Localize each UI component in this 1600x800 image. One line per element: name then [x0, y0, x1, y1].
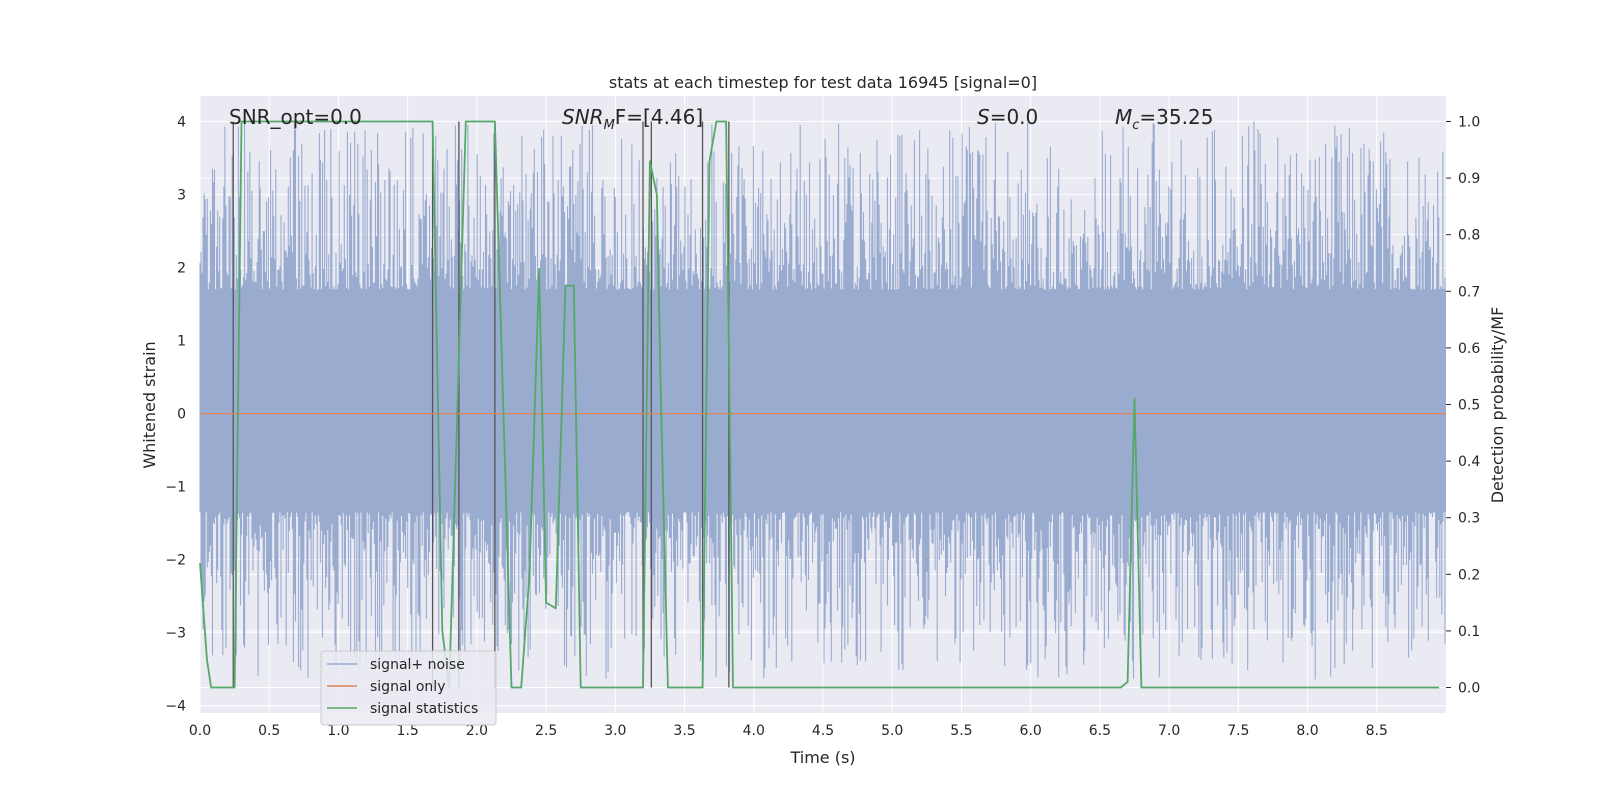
x-tick-label: 3.0	[604, 723, 626, 739]
signal-noise-series	[199, 121, 1446, 680]
x-axis-label: Time (s)	[789, 748, 855, 767]
left-y-tick-label: −4	[165, 699, 186, 715]
right-y-axis-label: Detection probability/MF	[1488, 307, 1507, 504]
x-tick-label: 2.0	[466, 723, 488, 739]
x-tick-label: 2.5	[535, 723, 557, 739]
left-y-tick-label: −2	[165, 553, 186, 569]
right-y-tick-label: 0.6	[1458, 341, 1480, 357]
annotation-s: S=0.0	[977, 105, 1038, 129]
right-y-tick-label: 0.4	[1458, 454, 1480, 470]
chart-title: stats at each timestep for test data 169…	[609, 73, 1037, 92]
right-y-axis-ticks: 1.0 0.9 0.8 0.7 0.6 0.5 0.4 0.3 0.2 0.1 0.0	[1446, 114, 1480, 697]
right-y-tick-label: 0.0	[1458, 681, 1480, 697]
x-tick-label: 5.0	[881, 723, 903, 739]
left-y-tick-label: 2	[177, 261, 186, 277]
x-tick-label: 8.0	[1296, 723, 1318, 739]
x-tick-label: 8.5	[1366, 723, 1388, 739]
left-y-tick-label: −1	[165, 480, 186, 496]
legend: signal+ noise signal only signal statist…	[320, 650, 497, 726]
signal-statistics-line	[199, 120, 1440, 689]
legend-label-noise: signal+ noise	[370, 657, 465, 673]
annotations: SNR_opt=0.0 SNRMF=[4.46] S=0.0 Mc=35.25	[229, 105, 1213, 133]
legend-label-statistics: signal statistics	[370, 701, 478, 717]
x-tick-label: 6.0	[1020, 723, 1042, 739]
x-tick-label: 6.5	[1089, 723, 1111, 739]
legend-label-signal-only: signal only	[370, 679, 445, 695]
left-y-tick-label: 1	[177, 334, 186, 350]
x-axis-ticks: 0.0 0.5 1.0 1.5 2.0 2.5 3.0 3.5 4.0 4.5 5.0 5.5 6.0 6…	[189, 723, 1388, 739]
x-tick-label: 0.5	[258, 723, 280, 739]
x-tick-label: 1.5	[397, 723, 419, 739]
right-y-tick-label: 0.2	[1458, 567, 1480, 583]
x-tick-label: 4.5	[812, 723, 834, 739]
annotation-snr-opt: SNR_opt=0.0	[229, 105, 362, 129]
legend-box	[320, 650, 497, 726]
x-tick-label: 7.0	[1158, 723, 1180, 739]
x-tick-label: 5.5	[950, 723, 972, 739]
noise-core-band	[200, 289, 1446, 513]
right-y-tick-label: 0.1	[1458, 624, 1480, 640]
right-y-tick-label: 1.0	[1458, 114, 1480, 130]
x-tick-label: 0.0	[189, 723, 211, 739]
right-y-tick-label: 0.7	[1458, 284, 1480, 300]
x-tick-label: 4.0	[743, 723, 765, 739]
left-y-axis-ticks: 4 3 2 1 0 −1 −2 −3 −4	[165, 115, 186, 715]
x-tick-label: 7.5	[1227, 723, 1249, 739]
right-y-tick-label: 0.9	[1458, 171, 1480, 187]
annotation-snr-mf: SNRMF=[4.46]	[562, 105, 703, 133]
left-y-tick-label: 3	[177, 188, 186, 204]
signal-statistics-series	[199, 120, 1440, 689]
x-tick-label: 1.0	[327, 723, 349, 739]
left-y-tick-label: 0	[177, 407, 186, 423]
right-y-tick-label: 0.3	[1458, 511, 1480, 527]
right-y-tick-label: 0.5	[1458, 398, 1480, 414]
right-y-tick-label: 0.8	[1458, 228, 1480, 244]
x-tick-label: 3.5	[673, 723, 695, 739]
left-y-axis-label: Whitened strain	[140, 341, 159, 468]
left-y-tick-label: −3	[165, 626, 186, 642]
left-y-tick-label: 4	[177, 115, 186, 131]
annotation-mc: Mc=35.25	[1115, 105, 1213, 133]
marker-lines	[232, 121, 730, 688]
